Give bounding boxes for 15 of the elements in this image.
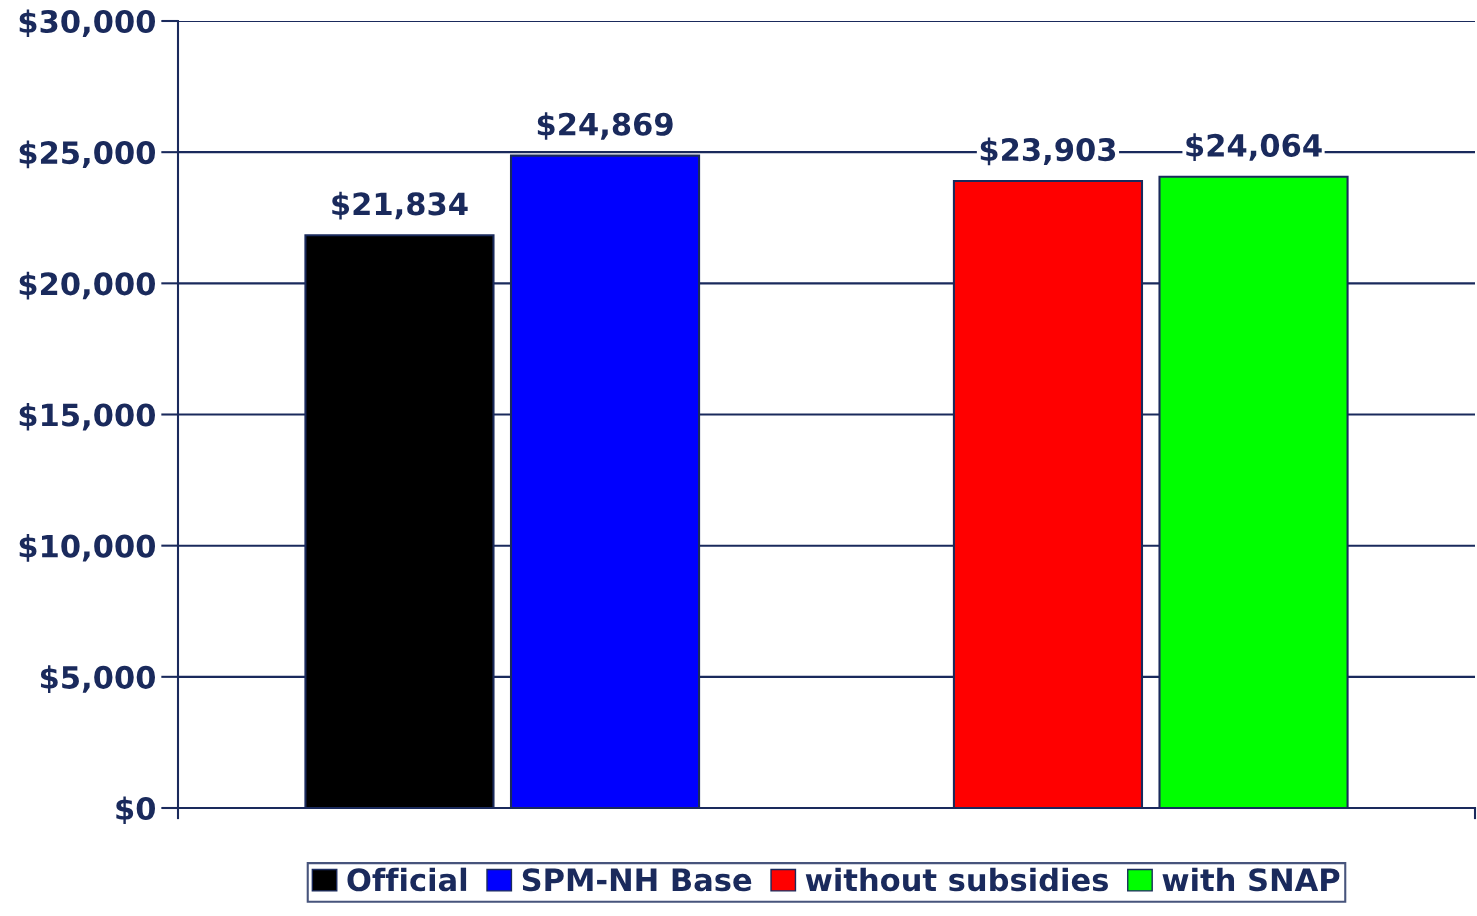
text: $21,834 [332,191,468,220]
y-tick-label: $10,000 [19,534,156,562]
y-tick-label: $0 [116,796,156,825]
legend-label: SPM-NH Base [522,868,752,892]
legend-label: Official [347,867,467,892]
text: $23,903 [980,137,1116,166]
text: $24,064 [1186,133,1322,161]
text: $24,869 [537,112,673,140]
y-tick-label: $25,000 [19,140,156,169]
legend-label: with SNAP [1162,867,1340,892]
legend-label: without subsidies [805,867,1108,892]
y-tick-label: $30,000 [19,9,156,38]
y-tick-label: $20,000 [19,271,156,300]
y-tick-label: $15,000 [19,402,156,431]
y-tick-label: $5,000 [40,665,156,693]
